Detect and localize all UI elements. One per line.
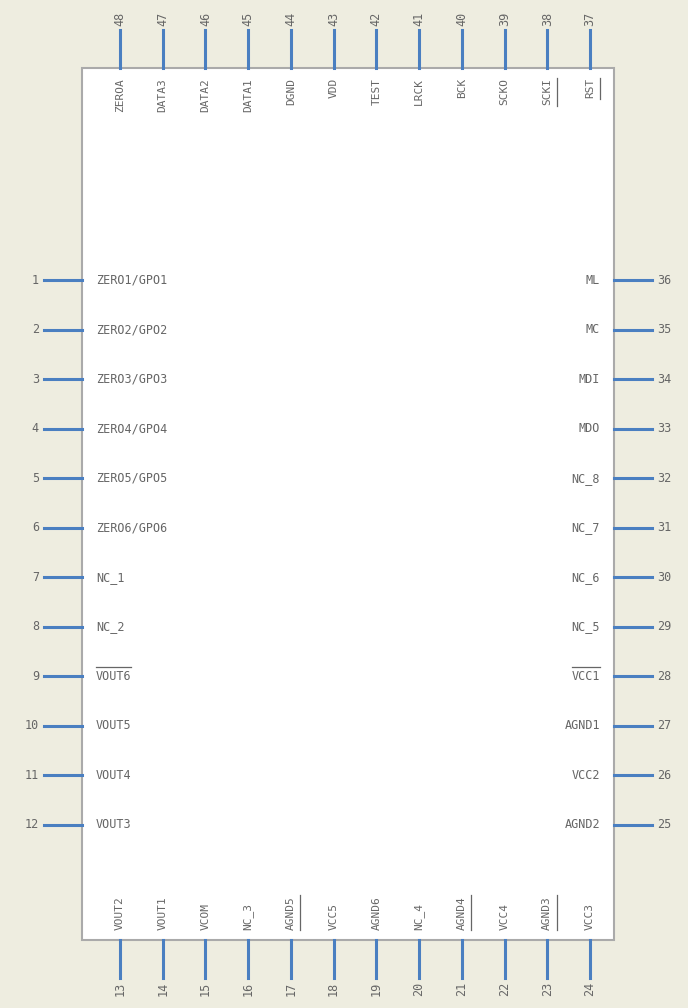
Text: 16: 16 xyxy=(241,982,255,996)
Text: LRCK: LRCK xyxy=(414,78,424,105)
Text: 42: 42 xyxy=(370,12,383,26)
Text: 45: 45 xyxy=(241,12,255,26)
Text: MDI: MDI xyxy=(579,373,600,386)
Text: MC: MC xyxy=(585,323,600,336)
Text: DATA1: DATA1 xyxy=(243,78,253,112)
Text: 29: 29 xyxy=(657,620,671,633)
Text: 2: 2 xyxy=(32,323,39,336)
Text: 7: 7 xyxy=(32,571,39,584)
Text: VOUT1: VOUT1 xyxy=(158,896,168,930)
Text: ZERO4/GPO4: ZERO4/GPO4 xyxy=(96,422,167,435)
Text: 22: 22 xyxy=(498,982,511,996)
Text: 46: 46 xyxy=(199,12,212,26)
Text: NC_1: NC_1 xyxy=(96,571,125,584)
Text: 28: 28 xyxy=(657,670,671,682)
Text: SCKI: SCKI xyxy=(542,78,552,105)
Text: NC_2: NC_2 xyxy=(96,620,125,633)
Text: 48: 48 xyxy=(114,12,127,26)
Text: BCK: BCK xyxy=(457,78,467,98)
Text: AGND2: AGND2 xyxy=(564,818,600,832)
Text: AGND5: AGND5 xyxy=(286,896,296,930)
Text: NC_7: NC_7 xyxy=(572,521,600,534)
Text: 4: 4 xyxy=(32,422,39,435)
Text: ZERO1/GPO1: ZERO1/GPO1 xyxy=(96,273,167,286)
Text: ZERO5/GPO5: ZERO5/GPO5 xyxy=(96,472,167,485)
Text: 12: 12 xyxy=(25,818,39,832)
Text: 32: 32 xyxy=(657,472,671,485)
Text: AGND6: AGND6 xyxy=(372,896,381,930)
Text: 1: 1 xyxy=(32,273,39,286)
Text: 13: 13 xyxy=(114,982,127,996)
Text: DATA3: DATA3 xyxy=(158,78,168,112)
Text: VDD: VDD xyxy=(329,78,338,98)
Text: ZEROA: ZEROA xyxy=(115,78,125,112)
Text: VCOM: VCOM xyxy=(200,903,211,930)
Text: 18: 18 xyxy=(327,982,340,996)
Text: 33: 33 xyxy=(657,422,671,435)
Text: 20: 20 xyxy=(413,982,426,996)
Text: 14: 14 xyxy=(156,982,169,996)
Text: VCC5: VCC5 xyxy=(329,903,338,930)
Text: 47: 47 xyxy=(156,12,169,26)
Text: MDO: MDO xyxy=(579,422,600,435)
Text: ZERO6/GPO6: ZERO6/GPO6 xyxy=(96,521,167,534)
Text: 27: 27 xyxy=(657,720,671,733)
Text: DGND: DGND xyxy=(286,78,296,105)
Text: 15: 15 xyxy=(199,982,212,996)
Text: NC_6: NC_6 xyxy=(572,571,600,584)
Text: VOUT4: VOUT4 xyxy=(96,769,131,782)
Text: 40: 40 xyxy=(455,12,469,26)
Text: VOUT6: VOUT6 xyxy=(96,670,131,682)
Text: NC_8: NC_8 xyxy=(572,472,600,485)
Text: NC_3: NC_3 xyxy=(243,903,254,930)
Text: VOUT5: VOUT5 xyxy=(96,720,131,733)
Text: AGND4: AGND4 xyxy=(457,896,467,930)
Text: VCC2: VCC2 xyxy=(572,769,600,782)
Bar xyxy=(82,68,614,940)
Text: AGND3: AGND3 xyxy=(542,896,552,930)
Text: 43: 43 xyxy=(327,12,340,26)
Text: 8: 8 xyxy=(32,620,39,633)
Text: 17: 17 xyxy=(284,982,297,996)
Text: RST: RST xyxy=(585,78,595,98)
Text: VOUT2: VOUT2 xyxy=(115,896,125,930)
Text: TEST: TEST xyxy=(372,78,381,105)
Text: 11: 11 xyxy=(25,769,39,782)
Text: 31: 31 xyxy=(657,521,671,534)
Text: 6: 6 xyxy=(32,521,39,534)
Text: 5: 5 xyxy=(32,472,39,485)
Text: 9: 9 xyxy=(32,670,39,682)
Text: 25: 25 xyxy=(657,818,671,832)
Text: 21: 21 xyxy=(455,982,469,996)
Text: DATA2: DATA2 xyxy=(200,78,211,112)
Text: NC_5: NC_5 xyxy=(572,620,600,633)
Text: 41: 41 xyxy=(413,12,426,26)
Text: SCKO: SCKO xyxy=(499,78,510,105)
Text: VCC4: VCC4 xyxy=(499,903,510,930)
Text: ZERO2/GPO2: ZERO2/GPO2 xyxy=(96,323,167,336)
Text: VOUT3: VOUT3 xyxy=(96,818,131,832)
Text: VCC1: VCC1 xyxy=(572,670,600,682)
Text: 10: 10 xyxy=(25,720,39,733)
Text: VCC3: VCC3 xyxy=(585,903,595,930)
Text: 44: 44 xyxy=(284,12,297,26)
Text: ML: ML xyxy=(585,273,600,286)
Text: 39: 39 xyxy=(498,12,511,26)
Text: ZERO3/GPO3: ZERO3/GPO3 xyxy=(96,373,167,386)
Text: 23: 23 xyxy=(541,982,554,996)
Text: NC_4: NC_4 xyxy=(413,903,424,930)
Text: 36: 36 xyxy=(657,273,671,286)
Text: 24: 24 xyxy=(583,982,596,996)
Text: 35: 35 xyxy=(657,323,671,336)
Text: 38: 38 xyxy=(541,12,554,26)
Text: 3: 3 xyxy=(32,373,39,386)
Text: AGND1: AGND1 xyxy=(564,720,600,733)
Text: 37: 37 xyxy=(583,12,596,26)
Text: 26: 26 xyxy=(657,769,671,782)
Text: 30: 30 xyxy=(657,571,671,584)
Text: 19: 19 xyxy=(370,982,383,996)
Text: 34: 34 xyxy=(657,373,671,386)
